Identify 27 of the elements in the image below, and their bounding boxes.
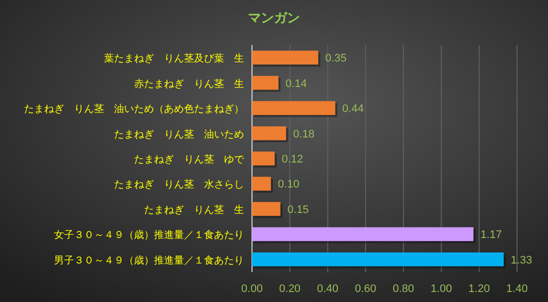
data-label: 1.33 [510,254,532,266]
y-tick-label: たまねぎ りん茎 油いため [114,128,244,140]
data-label: 1.17 [480,229,502,242]
y-tick-label: たまねぎ りん茎 ゆで [134,154,245,166]
x-tick-label: 0.40 [317,283,338,295]
data-label: 0.12 [282,154,304,166]
data-label: 0.10 [278,178,300,191]
x-tick-label: 0.60 [354,283,376,295]
y-tick-label: たまねぎ りん茎 油いため（あめ色たまねぎ） [24,103,244,116]
y-tick-label: 男子３０～４９（歳）推進量／１食あたり [54,254,244,266]
x-tick-label: 1.40 [506,283,528,295]
data-label: 0.14 [286,78,307,90]
x-tick-label: 1.00 [430,283,452,295]
y-tick-label: 葉たまねぎ りん茎及び葉 生 [104,52,244,65]
y-tick-label: 女子３０～４９（歳）推進量／１食あたり [54,229,244,242]
y-tick-label: たまねぎ りん茎 水さらし [114,178,244,191]
data-label: 0.35 [325,52,347,65]
x-tick-label: 0.80 [392,283,414,295]
x-tick-label: 0.00 [241,283,263,295]
chart-title: マンガン [248,10,300,25]
data-label: 0.18 [293,128,314,140]
data-label: 0.15 [287,204,309,216]
x-tick-label: 0.20 [279,283,301,295]
x-tick-label: 1.20 [468,283,490,295]
y-tick-label: たまねぎ りん茎 生 [144,204,244,216]
data-label: 0.44 [342,103,364,116]
y-tick-label: 赤たまねぎ りん茎 生 [134,78,244,90]
